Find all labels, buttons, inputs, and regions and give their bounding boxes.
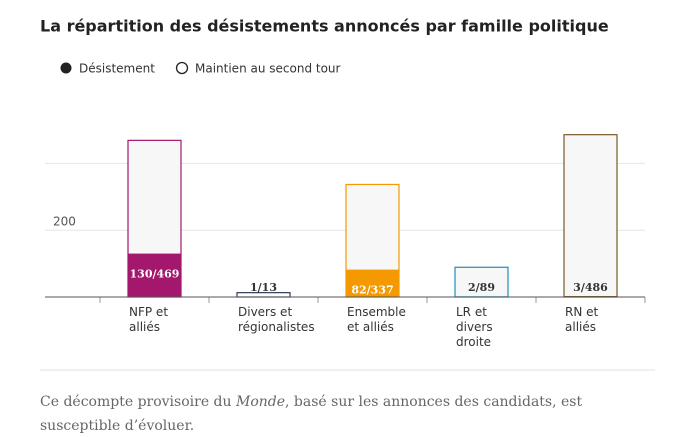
bar — [128, 253, 181, 297]
data-label: 1/13 — [250, 281, 277, 294]
y-tick-label: 200 — [53, 215, 76, 229]
legend-swatch — [60, 62, 72, 74]
legend-swatch — [175, 61, 189, 75]
x-tick-label: LR et divers droite — [456, 305, 493, 349]
footnote: Ce décompte provisoire du Monde, basé su… — [40, 390, 650, 437]
x-tick-label: NFP et alliés — [129, 305, 169, 334]
bar-total — [454, 266, 509, 298]
bar — [346, 269, 399, 297]
legend-label: Désistement — [79, 62, 155, 76]
data-label: 82/337 — [351, 284, 393, 297]
x-tick-label: Ensemble et alliés — [347, 305, 406, 334]
x-tick-label: Divers et régionalistes — [238, 305, 315, 334]
data-label: 2/89 — [468, 281, 495, 294]
chart-title: La répartition des désistements annoncés… — [40, 17, 609, 36]
x-tick-label: RN et alliés — [565, 305, 599, 334]
bar — [564, 295, 617, 297]
data-label: 130/469 — [130, 268, 180, 281]
footnote-emphasis: Monde — [235, 394, 286, 410]
legend-label: Maintien au second tour — [195, 62, 341, 76]
bar-total — [563, 134, 618, 298]
footnote-text: Ce décompte provisoire du — [40, 394, 236, 410]
footnote-text: , basé sur les annonces des candidats, e… — [40, 394, 583, 434]
data-label: 3/486 — [573, 281, 608, 294]
